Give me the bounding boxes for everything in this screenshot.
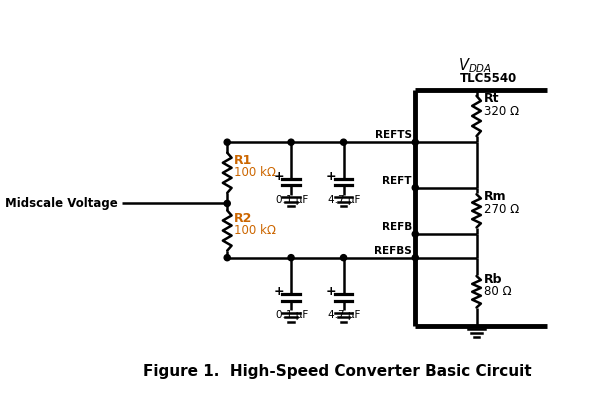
Circle shape (288, 139, 294, 145)
Text: 80 Ω: 80 Ω (484, 285, 511, 298)
Circle shape (224, 200, 230, 206)
Text: REFB: REFB (382, 222, 412, 232)
Text: 4.7 μF: 4.7 μF (328, 310, 361, 320)
Circle shape (288, 254, 294, 261)
Circle shape (412, 254, 418, 261)
Text: Figure 1.  High-Speed Converter Basic Circuit: Figure 1. High-Speed Converter Basic Cir… (143, 364, 532, 379)
Text: 100 kΩ: 100 kΩ (234, 166, 276, 179)
Text: REFBS: REFBS (374, 246, 412, 256)
Text: REFT: REFT (382, 176, 412, 186)
Text: 0.1 μF: 0.1 μF (276, 195, 308, 205)
Text: +: + (326, 170, 336, 183)
Text: 4.7 μF: 4.7 μF (328, 195, 361, 205)
Text: 270 Ω: 270 Ω (484, 204, 519, 216)
Circle shape (341, 139, 347, 145)
Text: 0.1 μF: 0.1 μF (276, 310, 308, 320)
Circle shape (412, 139, 418, 145)
Circle shape (224, 139, 230, 145)
Text: REFTS: REFTS (375, 130, 412, 140)
Text: Midscale Voltage: Midscale Voltage (5, 197, 118, 210)
Circle shape (224, 254, 230, 261)
Text: +: + (326, 285, 336, 298)
Text: +: + (274, 285, 284, 298)
Text: TLC5540: TLC5540 (460, 72, 517, 85)
Text: $V_{DDA}$: $V_{DDA}$ (458, 56, 492, 75)
Circle shape (412, 231, 418, 237)
Text: Rt: Rt (484, 92, 499, 105)
Circle shape (341, 254, 347, 261)
Text: R1: R1 (234, 154, 253, 167)
Text: R2: R2 (234, 212, 253, 225)
Text: Rm: Rm (484, 190, 506, 203)
Text: 100 kΩ: 100 kΩ (234, 224, 276, 237)
Circle shape (412, 185, 418, 191)
Text: +: + (274, 170, 284, 183)
Text: Rb: Rb (484, 273, 502, 286)
Text: 320 Ω: 320 Ω (484, 105, 519, 118)
